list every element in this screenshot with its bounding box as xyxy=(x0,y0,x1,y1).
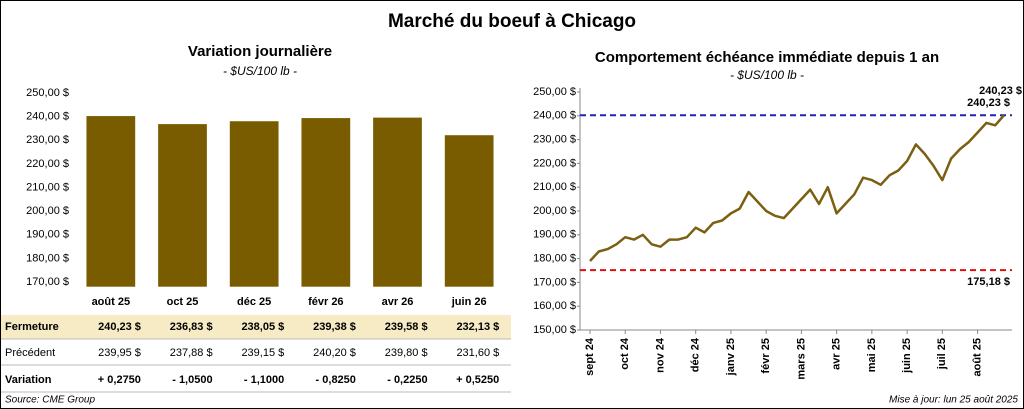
bar xyxy=(158,124,207,287)
x-tick-label: juil 25 xyxy=(936,338,948,370)
left-unit: - $US/100 lb - xyxy=(223,64,297,78)
line-series xyxy=(589,114,1005,262)
x-tick-label: sept 24 xyxy=(584,337,596,376)
y-tick-label: 160,00 $ xyxy=(533,300,576,312)
x-tick-label: janv 25 xyxy=(725,338,737,376)
cell: 239,95 $ xyxy=(98,347,141,359)
x-tick-label: déc 24 xyxy=(690,337,702,372)
y-tick-label: 190,00 $ xyxy=(533,229,576,241)
bar xyxy=(444,135,494,287)
y-tick-label: 180,00 $ xyxy=(26,252,69,264)
cell: + 0,5250 xyxy=(456,374,499,386)
x-tick-label: juin 25 xyxy=(901,338,913,374)
x-tick-label: oct 25 xyxy=(167,296,199,308)
cell: 239,58 $ xyxy=(385,321,428,333)
x-tick-label: déc 25 xyxy=(237,296,271,308)
source: Source: CME Group xyxy=(5,395,95,406)
bar xyxy=(229,121,279,287)
bar xyxy=(86,116,136,287)
y-tick-label: 230,00 $ xyxy=(533,134,576,146)
x-tick-label: mai 25 xyxy=(866,338,878,372)
right-unit: - $US/100 lb - xyxy=(730,68,804,82)
row-background xyxy=(1,315,511,339)
right-title: Comportement échéance immédiate depuis 1… xyxy=(595,49,939,66)
cell: 240,20 $ xyxy=(313,347,356,359)
y-tick-label: 210,00 $ xyxy=(26,181,69,193)
cell: 239,15 $ xyxy=(241,347,284,359)
y-tick-label: 240,00 $ xyxy=(533,110,576,122)
cell: - 1,0500 xyxy=(172,374,212,386)
x-tick-label: nov 24 xyxy=(654,337,666,373)
x-tick-label: avr 25 xyxy=(831,338,843,370)
y-tick-label: 220,00 $ xyxy=(26,158,69,170)
y-tick-label: 190,00 $ xyxy=(26,229,69,241)
cell: 236,83 $ xyxy=(170,321,213,333)
y-tick-label: 200,00 $ xyxy=(26,205,69,217)
y-tick-label: 230,00 $ xyxy=(26,134,69,146)
y-tick-label: 200,00 $ xyxy=(533,205,576,217)
row-label: Précédent xyxy=(5,347,55,359)
cell: 232,13 $ xyxy=(456,321,499,333)
cell: 240,23 $ xyxy=(98,321,141,333)
bar xyxy=(301,118,351,287)
left-title: Variation journalière xyxy=(188,43,332,60)
cell: 239,80 $ xyxy=(385,347,428,359)
y-tick-label: 170,00 $ xyxy=(533,276,576,288)
cell: 239,38 $ xyxy=(313,321,356,333)
y-tick-label: 180,00 $ xyxy=(533,253,576,265)
cell: - 0,8250 xyxy=(316,374,356,386)
row-label: Variation xyxy=(5,374,52,386)
updated: Mise à jour: lun 25 août 2025 xyxy=(889,395,1018,406)
x-tick-label: août 25 xyxy=(92,296,131,308)
row-background xyxy=(1,341,511,365)
x-tick-label: févr 26 xyxy=(308,296,343,308)
cell: 238,05 $ xyxy=(241,321,284,333)
row-label: Fermeture xyxy=(5,321,59,333)
cell: - 0,2250 xyxy=(387,374,427,386)
x-tick-label: avr 26 xyxy=(382,296,414,308)
x-tick-label: févr 25 xyxy=(760,338,772,373)
end-label: 240,23 $ xyxy=(979,85,1022,97)
row-background xyxy=(1,368,511,392)
x-tick-label: mars 25 xyxy=(795,338,807,380)
y-tick-label: 220,00 $ xyxy=(533,157,576,169)
cell: - 1,1000 xyxy=(244,374,284,386)
main-title: Marché du boeuf à Chicago xyxy=(388,11,636,32)
y-tick-label: 250,00 $ xyxy=(26,87,69,99)
reference-label: 240,23 $ xyxy=(967,97,1010,109)
cell: 237,88 $ xyxy=(170,347,213,359)
x-tick-label: oct 24 xyxy=(619,337,631,370)
x-tick-label: juin 26 xyxy=(451,296,487,308)
bar xyxy=(373,117,422,287)
cell: + 0,2750 xyxy=(98,374,141,386)
y-tick-label: 170,00 $ xyxy=(26,276,69,288)
reference-label: 175,18 $ xyxy=(967,276,1010,288)
y-tick-label: 240,00 $ xyxy=(26,111,69,123)
cell: 231,60 $ xyxy=(456,347,499,359)
x-tick-label: août 25 xyxy=(971,338,983,377)
y-tick-label: 250,00 $ xyxy=(533,86,576,98)
y-tick-label: 150,00 $ xyxy=(533,324,576,336)
y-tick-label: 210,00 $ xyxy=(533,181,576,193)
